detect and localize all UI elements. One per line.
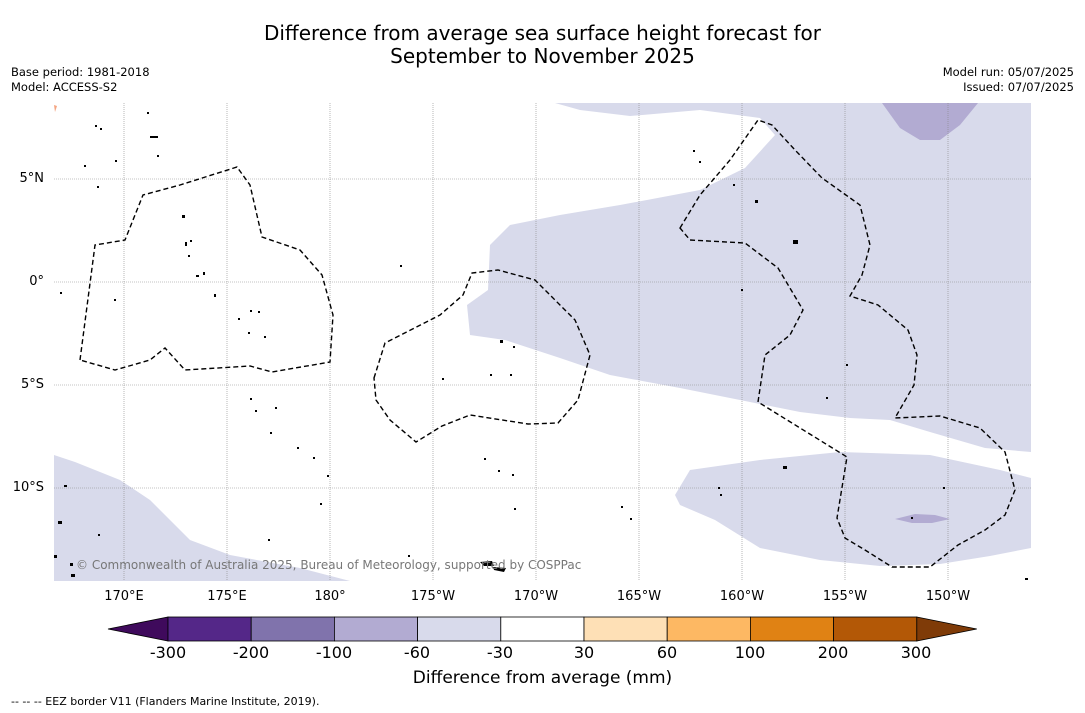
colorbar-segment	[500, 616, 585, 642]
colorbar-label: Difference from average (mm)	[412, 668, 673, 688]
islands	[54, 105, 1028, 580]
eez-border-central	[373, 269, 591, 443]
eez-borders	[79, 119, 1016, 568]
anomaly-region-east	[467, 103, 1031, 452]
graticule	[54, 103, 1031, 581]
lon-label-150W: 150°W	[925, 589, 971, 604]
colorbar-tick: -60	[403, 643, 431, 662]
lon-label-155W: 155°W	[822, 589, 868, 604]
colorbar-segment	[833, 616, 918, 642]
anomaly-region-southwest	[54, 455, 350, 581]
colorbar-tick: 100	[734, 643, 766, 662]
lon-label-165W: 165°W	[616, 589, 662, 604]
lon-label-170E: 170°E	[104, 589, 144, 604]
colorbar-tick: 30	[573, 643, 595, 662]
colorbar-tick: 300	[900, 643, 932, 662]
model-run-date: Model run: 05/07/2025	[942, 65, 1074, 79]
colorbar-segment	[250, 616, 335, 642]
eez-border-tuvalu-kiribati-west	[79, 166, 334, 373]
colorbar-segment	[750, 616, 835, 642]
eez-legend-footnote: -- -- -- EEZ border V11 (Flanders Marine…	[11, 695, 320, 708]
colorbar-tick: -200	[232, 643, 270, 662]
colorbar-segment	[417, 616, 502, 642]
lon-label-175W: 175°W	[410, 589, 456, 604]
lon-label-180: 180°	[314, 589, 346, 604]
colorbar-segment	[583, 616, 668, 642]
eez-border-line-islands	[679, 119, 1016, 568]
map-area	[54, 103, 1031, 581]
anomaly-region-strong-north	[882, 103, 978, 140]
issued-date: Issued: 07/07/2025	[963, 80, 1074, 94]
base-period: Base period: 1981-2018	[11, 65, 150, 79]
colorbar-extend-high	[916, 616, 977, 642]
colorbar	[107, 616, 977, 642]
lat-label-5S: 5°S	[20, 377, 44, 392]
lon-label-170W: 170°W	[513, 589, 559, 604]
lat-label-0: 0°	[29, 274, 44, 289]
colorbar-extend-low	[107, 616, 169, 642]
chart-title: Difference from average sea surface heig…	[0, 22, 1085, 68]
anomaly-region-strong-south	[895, 514, 950, 523]
lat-label-10S: 10°S	[12, 480, 44, 495]
lon-label-175E: 175°E	[207, 589, 247, 604]
colorbar-tick: 60	[656, 643, 678, 662]
title-line-1: Difference from average sea surface heig…	[263, 21, 822, 45]
meta-right: Model run: 05/07/2025 Issued: 07/07/2025	[943, 65, 1074, 95]
lon-label-160W: 160°W	[719, 589, 765, 604]
colorbar-segment	[167, 616, 252, 642]
colorbar-tick: 200	[817, 643, 849, 662]
colorbar-tick: -30	[486, 643, 514, 662]
colorbar-tick: -300	[149, 643, 187, 662]
meta-left: Base period: 1981-2018 Model: ACCESS-S2	[11, 65, 150, 95]
model-name: Model: ACCESS-S2	[11, 80, 118, 94]
copyright-credit: © Commonwealth of Australia 2025, Bureau…	[76, 558, 582, 572]
title-line-2: September to November 2025	[390, 44, 695, 68]
colorbar-tick: -100	[315, 643, 353, 662]
colorbar-segment	[333, 616, 418, 642]
colorbar-segment	[666, 616, 751, 642]
anomaly-region-southeast	[675, 452, 1031, 566]
lat-label-5N: 5°N	[19, 171, 45, 186]
